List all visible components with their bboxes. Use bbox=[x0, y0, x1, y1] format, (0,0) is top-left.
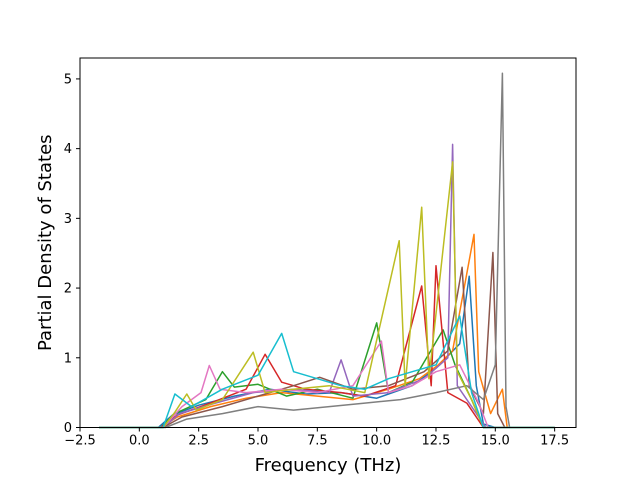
series-line-10 bbox=[99, 315, 555, 429]
series-line-6 bbox=[99, 251, 555, 429]
y-tick-label: 0 bbox=[64, 421, 72, 436]
series-line-5 bbox=[99, 143, 555, 429]
series-line-9 bbox=[99, 161, 555, 429]
y-tick-label: 5 bbox=[64, 72, 72, 87]
y-tick-label: 3 bbox=[64, 212, 72, 227]
series-line-8 bbox=[99, 72, 555, 429]
x-axis-ticks: −2.5 0.0 2.5 5.0 7.5 10.0 12.5 15.0 17.5 bbox=[64, 427, 569, 449]
x-tick-label: 12.5 bbox=[422, 434, 451, 449]
x-tick-label: 2.5 bbox=[188, 434, 209, 449]
x-axis-label: Frequency (THz) bbox=[255, 455, 402, 476]
series-line-2 bbox=[99, 233, 555, 429]
series-lines bbox=[99, 72, 555, 429]
y-axis-ticks: 0 1 2 3 4 5 bbox=[64, 72, 80, 436]
y-tick-label: 2 bbox=[64, 282, 72, 297]
y-tick-label: 1 bbox=[64, 351, 72, 366]
x-tick-label: 0.0 bbox=[129, 434, 150, 449]
x-tick-label: 7.5 bbox=[307, 434, 328, 449]
x-tick-label: 15.0 bbox=[481, 434, 510, 449]
y-axis-label: Partial Density of States bbox=[35, 134, 56, 351]
x-tick-label: −2.5 bbox=[64, 434, 96, 449]
series-line-7 bbox=[99, 340, 555, 429]
x-tick-label: 10.0 bbox=[362, 434, 391, 449]
x-tick-label: 5.0 bbox=[248, 434, 269, 449]
series-line-4 bbox=[99, 265, 555, 429]
series-line-1 bbox=[99, 275, 555, 429]
x-tick-label: 17.5 bbox=[540, 434, 569, 449]
plot-frame bbox=[79, 57, 577, 428]
y-tick-label: 4 bbox=[64, 142, 72, 157]
